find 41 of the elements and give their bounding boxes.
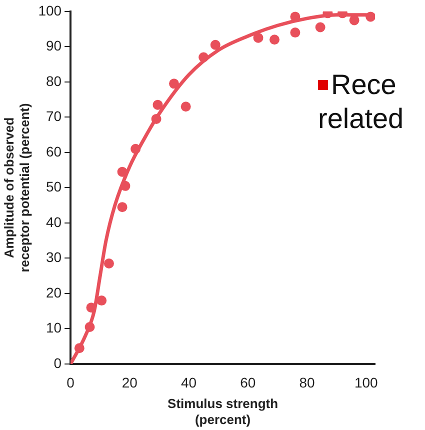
x-tick-label: 20 bbox=[122, 374, 138, 390]
y-tick-label: 0 bbox=[54, 354, 62, 371]
point bbox=[84, 322, 95, 332]
point bbox=[169, 78, 180, 89]
y-tick-label: 60 bbox=[46, 143, 62, 160]
x-axis-title: Stimulus strength (percent) bbox=[168, 396, 278, 427]
point bbox=[96, 296, 107, 306]
x-tick-label: 0 bbox=[66, 374, 75, 390]
y-axis-title: Amplitude of observed receptor potential (percent) bbox=[1, 103, 32, 272]
y-tick-label: 50 bbox=[46, 178, 62, 195]
y-tick-label: 30 bbox=[46, 249, 62, 266]
point bbox=[180, 102, 191, 112]
point bbox=[349, 15, 360, 26]
y-tick-label: 20 bbox=[46, 284, 62, 300]
y-tick-label: 80 bbox=[46, 72, 62, 89]
point bbox=[74, 343, 84, 354]
point bbox=[104, 258, 114, 269]
y-tick-label: 10 bbox=[46, 320, 62, 336]
point bbox=[270, 34, 280, 45]
x-tick-label: 40 bbox=[181, 374, 197, 390]
y-tick-label: 70 bbox=[46, 108, 62, 124]
point bbox=[117, 202, 128, 212]
point bbox=[117, 166, 128, 177]
point bbox=[151, 114, 162, 124]
point bbox=[130, 144, 141, 154]
point bbox=[152, 100, 163, 110]
point bbox=[366, 12, 375, 22]
y-tick-label: 100 bbox=[38, 2, 62, 18]
point bbox=[253, 32, 264, 43]
y-tick-label: 90 bbox=[46, 38, 62, 54]
point bbox=[198, 52, 209, 62]
point bbox=[315, 22, 326, 32]
annotation: Rece bbox=[331, 68, 396, 102]
x-tick-label: 100 bbox=[354, 374, 378, 390]
annotation: related bbox=[318, 102, 404, 136]
x-tick-label: 80 bbox=[299, 374, 316, 390]
point bbox=[120, 180, 130, 191]
point bbox=[290, 28, 300, 38]
x-tick-label: 60 bbox=[240, 374, 256, 390]
point bbox=[210, 40, 220, 50]
y-tick-label: 40 bbox=[46, 214, 62, 230]
